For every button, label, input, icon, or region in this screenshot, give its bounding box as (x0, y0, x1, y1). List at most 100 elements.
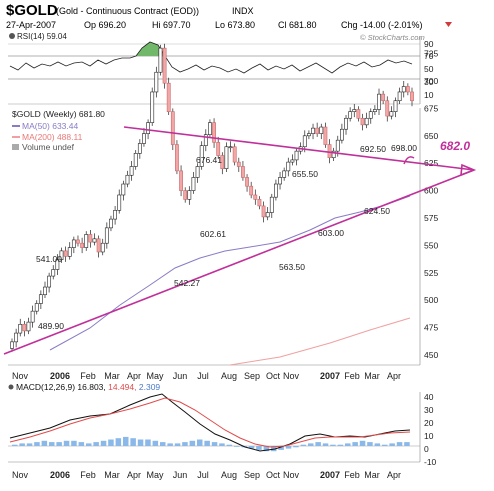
candle-body (30, 310, 35, 323)
candle-body (327, 144, 332, 159)
date-tick: Nov (283, 470, 300, 480)
candle-body (290, 159, 295, 163)
date-tick: Feb (344, 371, 360, 381)
candle-body (282, 170, 287, 178)
macd-hist-bar (271, 446, 277, 452)
price-panel: 725 700 675 650 625 600 575 550 525 500 475 450 682… (3, 43, 477, 366)
candle-body (348, 111, 353, 119)
macd-hist-bar (234, 446, 240, 447)
macd-histogram (12, 436, 410, 452)
price-tick: 525 (424, 268, 438, 278)
volume-swatch (12, 144, 19, 150)
macd-tick-10: 10 (424, 431, 434, 441)
candlestick-series (10, 43, 414, 352)
annotation-655: 655.50 (292, 169, 318, 179)
candle-body (137, 143, 142, 154)
candle-body (195, 166, 200, 178)
candle-body (133, 153, 138, 167)
macd-hist-bar (330, 444, 336, 446)
macd-hist-bar (352, 442, 358, 446)
close-value: Cl 681.80 (278, 20, 317, 30)
legend-ma200: MA(200) 488.11 (22, 132, 83, 142)
candle-body (397, 91, 402, 102)
macd-hist-bar (389, 443, 395, 446)
date-tick: Mar (364, 371, 380, 381)
candle-body (142, 133, 146, 144)
candle-body (84, 234, 89, 248)
macd-hist-bar (293, 446, 299, 448)
candle-body (109, 218, 113, 229)
macd-hist-bar (100, 440, 107, 446)
macd-hist-bar (49, 442, 55, 446)
candle-body (10, 341, 14, 349)
macd-hist-bar (167, 443, 173, 446)
date-tick: Apr (387, 371, 401, 381)
macd-hist-bar (337, 444, 344, 446)
candle-body (385, 100, 390, 117)
candle-body (331, 150, 336, 159)
candle-body (265, 212, 270, 218)
macd-hist-bar (123, 436, 129, 446)
candle-body (372, 109, 377, 112)
price-tick: 500 (424, 295, 438, 305)
date-tick: 2007 (320, 371, 340, 381)
date-axis-bottom: Nov 2006 Feb Mar Apr May Jun Jul Aug Sep Oct Nov 200… (12, 470, 401, 480)
candle-body (274, 183, 278, 198)
date-tick: Oct (266, 371, 281, 381)
macd-line (9, 393, 411, 452)
candle-body (59, 250, 64, 260)
rsi-tick-90: 90 (424, 39, 434, 49)
candle-body (117, 194, 122, 211)
rsi-overbought-fill (136, 42, 165, 56)
candle-body (344, 117, 348, 130)
macd-hist-bar (78, 442, 85, 446)
resistance-trendline (123, 126, 475, 171)
candle-body (191, 177, 196, 191)
macd-hist-bar (197, 439, 203, 446)
annotation-676: 676.41 (196, 155, 222, 165)
date-tick: Sep (244, 371, 260, 381)
macd-hist-bar (382, 444, 388, 446)
macd-tick-0: 0 (424, 444, 429, 454)
candle-body (339, 128, 344, 141)
candle-body (224, 146, 229, 169)
macd-hist-bar (226, 444, 233, 446)
candle-body (71, 239, 76, 248)
candle-body (125, 174, 130, 185)
rsi-tick-30: 30 (424, 77, 434, 87)
handwritten-annotation: 682.0 (440, 139, 470, 153)
candle-body (179, 170, 183, 191)
down-arrow-icon (445, 22, 452, 27)
candle-body (410, 91, 414, 102)
candle-body (269, 196, 274, 213)
rsi-label: RSI(14) 59.04 (17, 32, 67, 41)
candle-body (76, 239, 80, 244)
macd-hist-bar (93, 442, 99, 446)
macd-tick-neg10: -10 (424, 457, 437, 467)
high-value: Hi 697.70 (152, 20, 191, 30)
macd-hist-bar (263, 446, 270, 452)
macd-tick-20: 20 (424, 418, 434, 428)
arrow-icon (460, 163, 477, 177)
candle-body (261, 205, 266, 218)
rsi-tick-50: 50 (424, 64, 434, 74)
candle-body (381, 93, 386, 102)
macd-hist-bar (34, 442, 40, 446)
annotation-541: 541.00 (36, 254, 62, 264)
macd-hist-bar (204, 440, 210, 446)
date-tick: Feb (80, 470, 96, 480)
macd-hist-bar (248, 446, 255, 449)
change-value: Chg -14.00 (-2.01%) (341, 20, 423, 30)
candle-body (228, 146, 233, 149)
candle-body (158, 47, 163, 73)
macd-hist-bar (189, 440, 196, 446)
candle-body (88, 234, 93, 243)
candle-body (183, 190, 188, 200)
candle-body (92, 238, 97, 243)
candle-body (175, 144, 179, 172)
candle-body (253, 194, 258, 200)
annotation-692: 692.50 (360, 144, 386, 154)
candle-body (307, 133, 311, 137)
date-tick: Jun (173, 470, 188, 480)
macd-hist-bar (396, 442, 403, 446)
